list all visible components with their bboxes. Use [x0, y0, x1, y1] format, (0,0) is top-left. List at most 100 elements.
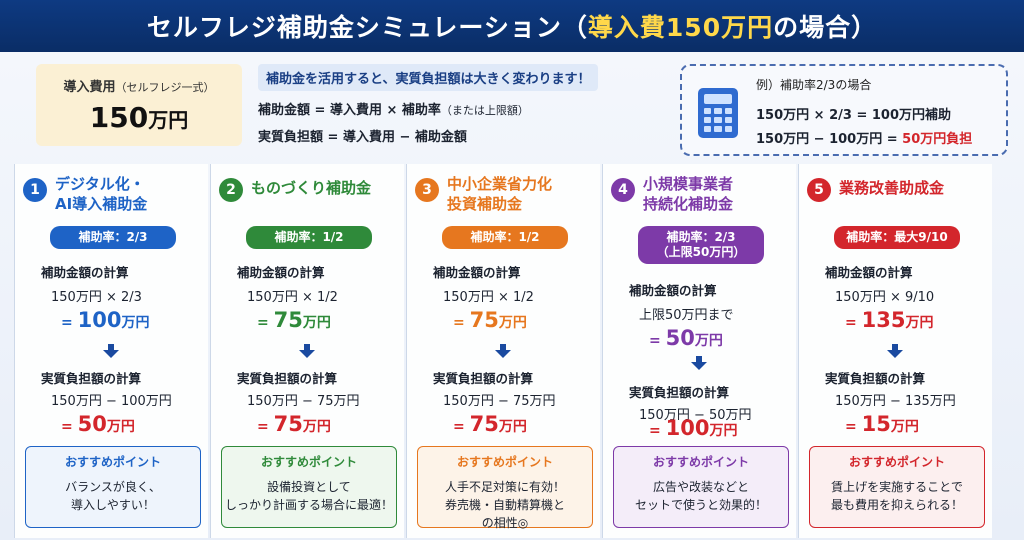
column-name-line1: 業務改善助成金 — [839, 179, 945, 197]
subsidy-calc-label: 補助金額の計算 — [237, 265, 325, 280]
example-title: 例）補助率2/3の場合 — [756, 78, 872, 92]
subsidy-calc-expression: 150万円 × 1/2 — [443, 290, 534, 305]
calculator-icon — [698, 88, 738, 138]
subsidy-prefix: = — [845, 315, 862, 331]
subsidy-column: 1 デジタル化・ AI導入補助金 補助率：2/3 補助金額の計算 150万円 ×… — [14, 164, 208, 538]
burden-unit: 万円 — [498, 419, 527, 435]
recommendation-box: おすすめポイント 賃上げを実施することで 最も費用を抑えられる！ — [809, 446, 985, 528]
column-header: 1 デジタル化・ AI導入補助金 — [23, 174, 203, 214]
column-number-badge: 1 — [23, 178, 47, 202]
arrow-down-icon — [691, 356, 707, 370]
column-number-badge: 2 — [219, 178, 243, 202]
column-name-line1: 小規模事業者 — [643, 175, 734, 193]
subsidy-unit: 万円 — [694, 333, 723, 349]
formula-burden: 実質負担額 = 導入費用 − 補助金額 — [258, 130, 467, 145]
rate-badge: 補助率：2/3 — [50, 226, 176, 249]
title-main: セルフレジ補助金シミュレーション — [146, 13, 562, 42]
burden-unit: 万円 — [890, 419, 919, 435]
burden-value: 50 — [77, 412, 107, 436]
subsidy-value: 135 — [861, 308, 906, 332]
arrow-down-icon — [495, 344, 511, 358]
burden-unit: 万円 — [106, 419, 135, 435]
column-header: 5 業務改善助成金 — [807, 174, 987, 202]
burden-calc-label: 実質負担額の計算 — [629, 385, 730, 400]
subsidy-unit: 万円 — [302, 315, 331, 331]
example-line2-prefix: 150万円 − 100万円 = — [756, 132, 903, 147]
cost-value: 150万円 — [90, 101, 188, 134]
cost-label-small: （セルフレジ一式） — [115, 81, 215, 94]
subsidy-unit: 万円 — [121, 315, 150, 331]
rate-text: 補助率：2/3 — [666, 230, 736, 244]
recommendation-box: おすすめポイント 広告や改装などと セットで使うと効果的！ — [613, 446, 789, 528]
recommendation-title: おすすめポイント — [456, 455, 553, 469]
column-name-line2: 持続化補助金 — [643, 195, 734, 213]
recommendation-box: おすすめポイント 設備投資として しっかり計画する場合に最適！ — [221, 446, 397, 528]
burden-prefix: = — [453, 419, 470, 435]
rate-text: 補助率：2/3 — [78, 230, 148, 244]
burden-prefix: = — [257, 419, 274, 435]
arrow-down-icon — [887, 344, 903, 358]
subsidy-unit: 万円 — [905, 315, 934, 331]
burden-calc-label: 実質負担額の計算 — [825, 371, 926, 386]
column-name: 小規模事業者 持続化補助金 — [643, 174, 733, 214]
subsidy-amount: = 100万円 — [61, 308, 149, 332]
rate-badge: 補助率：1/2 — [246, 226, 372, 249]
recommendation-text: 設備投資として しっかり計画する場合に最適！ — [224, 480, 393, 512]
column-name: 業務改善助成金 — [839, 178, 944, 198]
burden-unit: 万円 — [302, 419, 331, 435]
arrow-down-icon — [103, 344, 119, 358]
recommendation-title: おすすめポイント — [848, 455, 945, 469]
example-line2-highlight: 50万円負担 — [902, 132, 973, 147]
column-number-badge: 4 — [611, 178, 635, 202]
column-name-line1: ものづくり補助金 — [251, 179, 372, 197]
subsidy-value: 75 — [469, 308, 499, 332]
subsidy-prefix: = — [257, 315, 274, 331]
subsidy-calc-expression: 150万円 × 2/3 — [51, 290, 142, 305]
recommendation-text: バランスが良く、 導入しやすい！ — [65, 480, 161, 512]
subsidy-prefix: = — [649, 333, 666, 349]
burden-calc-expression: 150万円 − 50万円 — [639, 408, 752, 423]
burden-prefix: = — [61, 419, 78, 435]
example-line2: 150万円 − 100万円 = 50万円負担 — [756, 128, 972, 147]
column-number-badge: 5 — [807, 178, 831, 202]
recommendation-text: 賃上げを実施することで 最も費用を抑えられる！ — [830, 480, 963, 512]
column-number-badge: 3 — [415, 178, 439, 202]
burden-calc-expression: 150万円 − 135万円 — [835, 394, 956, 409]
subsidy-value: 100 — [77, 308, 122, 332]
title-highlight: 導入費150万円 — [587, 13, 774, 42]
recommendation-text: 人手不足対策に有効！ 券売機・自動精算機と の相性◎ — [444, 480, 565, 530]
rate-text: 補助率：最大9/10 — [846, 230, 948, 244]
cost-number: 150 — [89, 101, 149, 134]
rate-badge: 補助率：2/3 （上限50万円） — [638, 226, 764, 264]
column-name: 中小企業省力化 投資補助金 — [447, 174, 552, 214]
burden-calc-label: 実質負担額の計算 — [433, 371, 534, 386]
formula-headline: 補助金を活用すると、実質負担額は大きく変わります！ — [258, 64, 599, 91]
rate-badge: 補助率：最大9/10 — [834, 226, 960, 249]
subsidy-calc-expression: 150万円 × 9/10 — [835, 290, 935, 305]
cost-label: 導入費用（セルフレジ一式） — [63, 76, 214, 95]
column-name-line1: 中小企業省力化 — [447, 175, 553, 193]
subsidy-column: 4 小規模事業者 持続化補助金 補助率：2/3 （上限50万円） 補助金額の計算… — [602, 164, 796, 538]
burden-value: 15 — [861, 412, 891, 436]
formula-line1-small: （または上限額） — [440, 104, 529, 117]
subsidy-calc-label: 補助金額の計算 — [41, 265, 129, 280]
burden-value: 75 — [469, 412, 499, 436]
subsidy-amount: = 75万円 — [257, 308, 331, 332]
subsidy-prefix: = — [453, 315, 470, 331]
recommendation-box: おすすめポイント 人手不足対策に有効！ 券売機・自動精算機と の相性◎ — [417, 446, 593, 530]
rate-text: 補助率：1/2 — [274, 230, 344, 244]
column-header: 3 中小企業省力化 投資補助金 — [415, 174, 595, 214]
burden-prefix: = — [845, 419, 862, 435]
formula-subsidy: 補助金額 = 導入費用 × 補助率（または上限額） — [258, 99, 670, 118]
burden-amount: = 15万円 — [845, 412, 919, 436]
subsidy-column: 3 中小企業省力化 投資補助金 補助率：1/2 補助金額の計算 150万円 × … — [406, 164, 600, 538]
burden-calc-expression: 150万円 − 100万円 — [51, 394, 172, 409]
recommendation-title: おすすめポイント — [64, 455, 161, 469]
recommendation-text: 広告や改装などと セットで使うと効果的！ — [634, 480, 767, 512]
subsidy-calc-label: 補助金額の計算 — [629, 283, 717, 298]
burden-unit: 万円 — [709, 423, 738, 439]
subsidy-unit: 万円 — [498, 315, 527, 331]
subsidy-calc-label: 補助金額の計算 — [825, 265, 913, 280]
example-line1: 150万円 × 2/3 = 100万円補助 — [756, 108, 952, 123]
subsidy-calc-expression: 150万円 × 1/2 — [247, 290, 338, 305]
